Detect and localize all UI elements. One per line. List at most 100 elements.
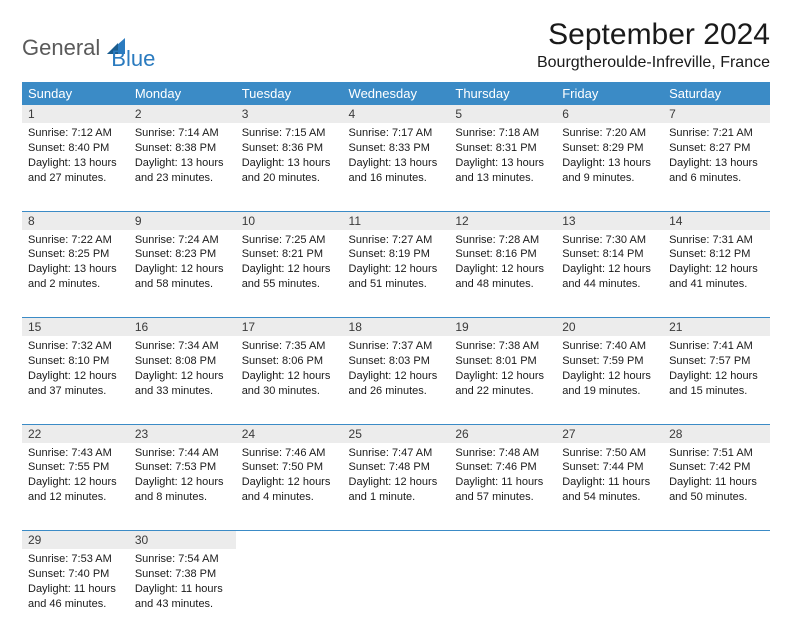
day-number-cell: 3: [236, 105, 343, 123]
sunset-text: Sunset: 8:25 PM: [28, 247, 123, 262]
sunrise-text: Sunrise: 7:17 AM: [349, 126, 444, 141]
day-number-cell: 23: [129, 424, 236, 443]
day-number-cell: 22: [22, 424, 129, 443]
weekday-header: Monday: [129, 82, 236, 105]
day-cell: [449, 549, 556, 637]
day-cell: Sunrise: 7:47 AMSunset: 7:48 PMDaylight:…: [343, 443, 450, 531]
day-number-cell: 2: [129, 105, 236, 123]
day-number-cell: 6: [556, 105, 663, 123]
weekday-header: Sunday: [22, 82, 129, 105]
week-row: Sunrise: 7:32 AMSunset: 8:10 PMDaylight:…: [22, 336, 770, 424]
daylight-text: Daylight: 12 hours and 22 minutes.: [455, 369, 550, 399]
daylight-text: Daylight: 11 hours and 57 minutes.: [455, 475, 550, 505]
sunrise-text: Sunrise: 7:43 AM: [28, 446, 123, 461]
daylight-text: Daylight: 11 hours and 46 minutes.: [28, 582, 123, 612]
day-number-cell: 10: [236, 211, 343, 230]
day-number-cell: 13: [556, 211, 663, 230]
sunrise-text: Sunrise: 7:44 AM: [135, 446, 230, 461]
daylight-text: Daylight: 11 hours and 43 minutes.: [135, 582, 230, 612]
day-cell: Sunrise: 7:30 AMSunset: 8:14 PMDaylight:…: [556, 230, 663, 318]
daylight-text: Daylight: 13 hours and 23 minutes.: [135, 156, 230, 186]
day-number-cell: 1: [22, 105, 129, 123]
day-number-cell: 4: [343, 105, 450, 123]
sunrise-text: Sunrise: 7:31 AM: [669, 233, 764, 248]
daylight-text: Daylight: 12 hours and 15 minutes.: [669, 369, 764, 399]
day-cell: Sunrise: 7:18 AMSunset: 8:31 PMDaylight:…: [449, 123, 556, 211]
day-cell: Sunrise: 7:20 AMSunset: 8:29 PMDaylight:…: [556, 123, 663, 211]
weekday-header: Saturday: [663, 82, 770, 105]
sunset-text: Sunset: 7:50 PM: [242, 460, 337, 475]
daylight-text: Daylight: 13 hours and 6 minutes.: [669, 156, 764, 186]
sunrise-text: Sunrise: 7:38 AM: [455, 339, 550, 354]
daylight-text: Daylight: 12 hours and 33 minutes.: [135, 369, 230, 399]
daylight-text: Daylight: 13 hours and 9 minutes.: [562, 156, 657, 186]
logo-text-general: General: [22, 35, 100, 61]
day-cell: Sunrise: 7:27 AMSunset: 8:19 PMDaylight:…: [343, 230, 450, 318]
daylight-text: Daylight: 12 hours and 37 minutes.: [28, 369, 123, 399]
week-row: Sunrise: 7:43 AMSunset: 7:55 PMDaylight:…: [22, 443, 770, 531]
sunrise-text: Sunrise: 7:46 AM: [242, 446, 337, 461]
sunrise-text: Sunrise: 7:21 AM: [669, 126, 764, 141]
day-number-row: 15161718192021: [22, 318, 770, 337]
day-number-cell: 24: [236, 424, 343, 443]
day-cell: Sunrise: 7:14 AMSunset: 8:38 PMDaylight:…: [129, 123, 236, 211]
day-number-cell: 30: [129, 531, 236, 550]
day-cell: Sunrise: 7:43 AMSunset: 7:55 PMDaylight:…: [22, 443, 129, 531]
daylight-text: Daylight: 12 hours and 19 minutes.: [562, 369, 657, 399]
sunset-text: Sunset: 8:16 PM: [455, 247, 550, 262]
day-cell: Sunrise: 7:41 AMSunset: 7:57 PMDaylight:…: [663, 336, 770, 424]
sunrise-text: Sunrise: 7:40 AM: [562, 339, 657, 354]
daylight-text: Daylight: 12 hours and 12 minutes.: [28, 475, 123, 505]
sunset-text: Sunset: 7:48 PM: [349, 460, 444, 475]
day-cell: Sunrise: 7:48 AMSunset: 7:46 PMDaylight:…: [449, 443, 556, 531]
sunrise-text: Sunrise: 7:37 AM: [349, 339, 444, 354]
sunset-text: Sunset: 7:38 PM: [135, 567, 230, 582]
sunrise-text: Sunrise: 7:25 AM: [242, 233, 337, 248]
sunrise-text: Sunrise: 7:30 AM: [562, 233, 657, 248]
day-cell: Sunrise: 7:51 AMSunset: 7:42 PMDaylight:…: [663, 443, 770, 531]
sunset-text: Sunset: 8:29 PM: [562, 141, 657, 156]
daylight-text: Daylight: 12 hours and 8 minutes.: [135, 475, 230, 505]
sunrise-text: Sunrise: 7:50 AM: [562, 446, 657, 461]
day-number-cell: 14: [663, 211, 770, 230]
sunrise-text: Sunrise: 7:53 AM: [28, 552, 123, 567]
sunset-text: Sunset: 7:55 PM: [28, 460, 123, 475]
daylight-text: Daylight: 11 hours and 54 minutes.: [562, 475, 657, 505]
day-cell: Sunrise: 7:40 AMSunset: 7:59 PMDaylight:…: [556, 336, 663, 424]
logo: General Blue: [22, 18, 155, 72]
day-cell: Sunrise: 7:12 AMSunset: 8:40 PMDaylight:…: [22, 123, 129, 211]
day-number-cell: 7: [663, 105, 770, 123]
day-number-cell: 21: [663, 318, 770, 337]
sunrise-text: Sunrise: 7:51 AM: [669, 446, 764, 461]
day-cell: Sunrise: 7:28 AMSunset: 8:16 PMDaylight:…: [449, 230, 556, 318]
daylight-text: Daylight: 11 hours and 50 minutes.: [669, 475, 764, 505]
day-cell: Sunrise: 7:15 AMSunset: 8:36 PMDaylight:…: [236, 123, 343, 211]
daylight-text: Daylight: 12 hours and 4 minutes.: [242, 475, 337, 505]
daylight-text: Daylight: 12 hours and 1 minute.: [349, 475, 444, 505]
day-number-cell: 12: [449, 211, 556, 230]
day-cell: Sunrise: 7:32 AMSunset: 8:10 PMDaylight:…: [22, 336, 129, 424]
daylight-text: Daylight: 13 hours and 27 minutes.: [28, 156, 123, 186]
daylight-text: Daylight: 13 hours and 13 minutes.: [455, 156, 550, 186]
sunrise-text: Sunrise: 7:35 AM: [242, 339, 337, 354]
sunset-text: Sunset: 8:36 PM: [242, 141, 337, 156]
day-number-cell: [449, 531, 556, 550]
day-number-cell: 18: [343, 318, 450, 337]
day-cell: Sunrise: 7:17 AMSunset: 8:33 PMDaylight:…: [343, 123, 450, 211]
day-number-row: 1234567: [22, 105, 770, 123]
location-label: Bourgtheroulde-Infreville, France: [537, 54, 770, 72]
day-cell: Sunrise: 7:37 AMSunset: 8:03 PMDaylight:…: [343, 336, 450, 424]
title-block: September 2024 Bourgtheroulde-Infreville…: [537, 18, 770, 72]
sunset-text: Sunset: 8:06 PM: [242, 354, 337, 369]
weekday-header: Friday: [556, 82, 663, 105]
month-title: September 2024: [537, 18, 770, 52]
day-number-cell: [663, 531, 770, 550]
sunrise-text: Sunrise: 7:41 AM: [669, 339, 764, 354]
sunset-text: Sunset: 8:14 PM: [562, 247, 657, 262]
sunset-text: Sunset: 7:53 PM: [135, 460, 230, 475]
day-cell: Sunrise: 7:53 AMSunset: 7:40 PMDaylight:…: [22, 549, 129, 637]
daylight-text: Daylight: 13 hours and 2 minutes.: [28, 262, 123, 292]
sunset-text: Sunset: 8:33 PM: [349, 141, 444, 156]
sunrise-text: Sunrise: 7:34 AM: [135, 339, 230, 354]
sunset-text: Sunset: 7:42 PM: [669, 460, 764, 475]
